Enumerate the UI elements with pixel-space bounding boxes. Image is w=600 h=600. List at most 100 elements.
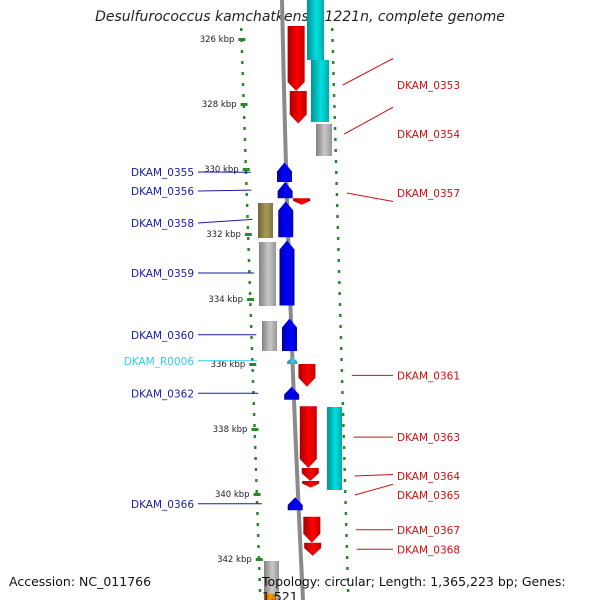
gene-label-dkam_0359: DKAM_0359 [131, 268, 194, 280]
guide-dot [331, 61, 335, 64]
guide-dot [258, 589, 262, 592]
guide-dot [248, 281, 251, 284]
scale-tick-mark [251, 428, 259, 431]
guide-dot [243, 127, 246, 130]
map-title: Desulfurococcus kamchatkensis 1221n, com… [95, 9, 505, 25]
guide-dot [345, 534, 348, 537]
guide-dot [335, 204, 339, 207]
guide-dot [336, 226, 340, 229]
guide-dot [247, 259, 251, 262]
gene-label-dkam_0365: DKAM_0365 [397, 490, 460, 502]
scale-tick-mark [247, 298, 255, 301]
guide-dot [246, 237, 250, 240]
guide-dot [331, 50, 335, 53]
guide-dot [240, 28, 243, 31]
guide-dot [342, 435, 345, 438]
guide-dot [340, 380, 344, 383]
guide-dot [342, 446, 346, 449]
gene-arrow-dkam_0353 [287, 26, 305, 91]
guide-dot [243, 138, 247, 141]
guide-dot [344, 501, 347, 504]
accession-label: Accession: NC_011766 [9, 574, 152, 589]
scale-tick-mark [240, 103, 248, 106]
scale-tick-mark [238, 38, 246, 41]
guide-dot [337, 248, 340, 251]
guide-dot [335, 182, 338, 185]
guide-dot [251, 369, 254, 372]
guide-dot [340, 358, 343, 361]
guide-dot [248, 292, 252, 295]
guide-dot [338, 303, 342, 306]
scale-tick-mark [242, 168, 250, 171]
guide-dot [256, 534, 260, 537]
gene-arrow-dkam_0362 [284, 386, 300, 400]
gene-arrow-dkam_0358 [278, 201, 294, 238]
guide-dot [338, 292, 341, 295]
guide-dot [258, 578, 261, 581]
gene-label-dkam_0355: DKAM_0355 [131, 167, 194, 179]
guide-dot [255, 479, 258, 482]
guide-dot [241, 83, 245, 86]
guide-dot [331, 39, 334, 42]
scale-tick-label: 332 kbp [206, 230, 241, 240]
guide-dot [249, 314, 253, 317]
label-leader-line [197, 218, 253, 224]
gene-label-dkam_0364: DKAM_0364 [397, 471, 460, 483]
guide-dot [339, 347, 343, 350]
guide-dot [343, 479, 347, 482]
guide-dot [251, 380, 255, 383]
misc-feature-block [327, 407, 342, 490]
scale-tick-label: 336 kbp [211, 360, 246, 370]
guide-dot [344, 512, 348, 515]
guide-dot [257, 545, 260, 548]
guide-dot [244, 160, 247, 163]
guide-dot [256, 512, 259, 515]
gene-label-dkam_0353: DKAM_0353 [397, 80, 460, 92]
guide-dot [244, 149, 247, 152]
scale-tick-label: 326 kbp [200, 35, 235, 45]
label-leader-line [197, 189, 252, 192]
guide-dot [346, 589, 350, 592]
guide-dot [240, 50, 244, 53]
gene-arrow-dkam_0360 [281, 318, 297, 351]
gene-label-dkam_0362: DKAM_0362 [131, 388, 194, 400]
guide-dot [257, 556, 261, 559]
guide-dot [253, 435, 257, 438]
gene-label-dkam_0363: DKAM_0363 [397, 432, 460, 444]
guide-dot [336, 237, 340, 240]
guide-dot [338, 281, 341, 284]
gene-label-dkam_r0006: DKAM_R0006 [124, 356, 195, 368]
gene-label-dkam_0368: DKAM_0368 [397, 544, 460, 556]
guide-dot [245, 204, 249, 207]
gene-arrow-dkam_0366 [287, 497, 303, 511]
guide-dot [337, 270, 341, 273]
label-leader-line [354, 483, 394, 496]
gene-label-dkam_0366: DKAM_0366 [131, 499, 194, 511]
label-leader-line [342, 58, 394, 86]
guide-dot [254, 457, 257, 460]
gene-label-dkam_0358: DKAM_0358 [131, 218, 194, 230]
gene-label-dkam_0360: DKAM_0360 [131, 330, 194, 342]
gene-label-dkam_0357: DKAM_0357 [397, 188, 460, 200]
guide-dot [339, 314, 342, 317]
scale-tick-mark [249, 363, 257, 366]
guide-dot [253, 424, 256, 427]
guide-dot [252, 413, 256, 416]
guide-dot [252, 402, 256, 405]
guide-dot [345, 545, 349, 548]
guide-dot [241, 61, 244, 64]
olive-feature-block [258, 203, 273, 238]
guide-dot [344, 523, 348, 526]
guide-dot [250, 347, 254, 350]
gene-arrow-dkam_0359 [279, 240, 295, 306]
gene-label-dkam_0367: DKAM_0367 [397, 525, 460, 537]
gene-arrow-dkam_0357 [293, 198, 311, 205]
guide-dot [334, 149, 337, 152]
guide-dot [341, 391, 344, 394]
guide-dot [242, 94, 245, 97]
gene-arrow-dkam_0363 [299, 406, 317, 468]
guide-dot [335, 193, 339, 196]
guide-dot [253, 446, 257, 449]
gene-arrow-dkam_0354 [289, 91, 307, 124]
